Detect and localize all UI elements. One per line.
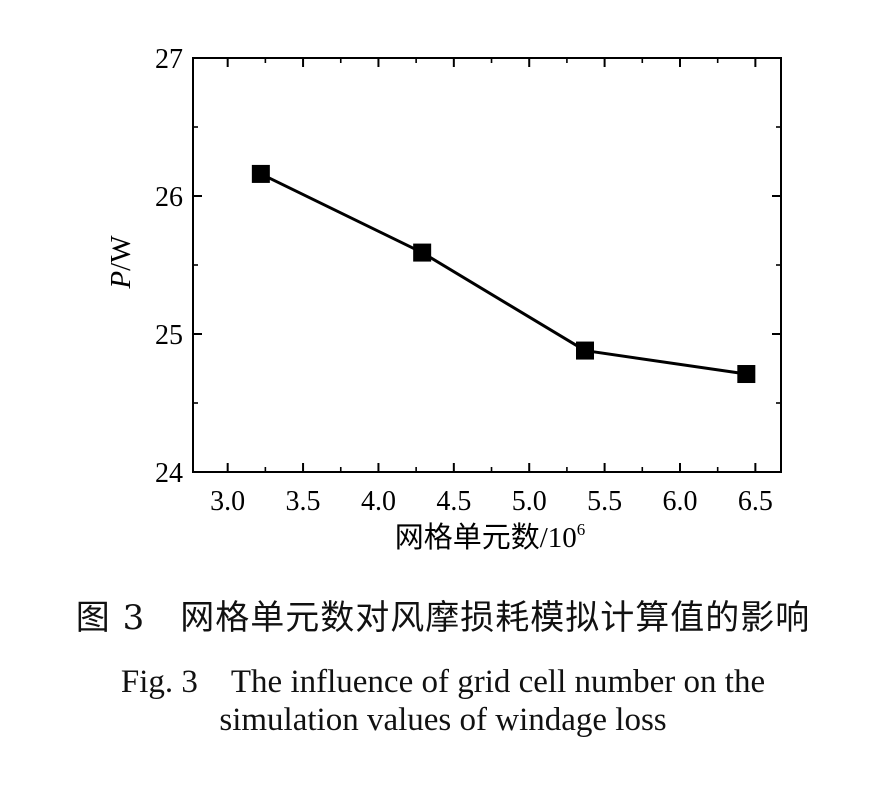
- data-point-marker: [413, 243, 432, 262]
- x-tick-label: 3.5: [286, 486, 321, 517]
- x-tick-label: 3.0: [210, 486, 245, 517]
- y-tick-label: 25: [155, 320, 183, 351]
- series-line: [260, 172, 747, 376]
- data-point-marker: [737, 365, 756, 384]
- y-tick-label: 24: [155, 458, 183, 489]
- y-axis-title: P/W: [105, 235, 137, 290]
- x-tick-label: 4.5: [436, 486, 471, 517]
- plot-frame: [192, 57, 782, 473]
- x-tick-label: 5.0: [512, 486, 547, 517]
- y-tick-label: 26: [155, 182, 183, 213]
- x-axis-title: 网格单元数/106: [395, 520, 586, 554]
- y-tick-label: 27: [155, 44, 183, 75]
- data-point-marker: [576, 341, 594, 360]
- x-tick-label: 5.5: [587, 486, 622, 517]
- data-point-marker: [251, 164, 270, 183]
- x-tick-label: 4.0: [361, 486, 396, 517]
- figure-caption-chinese: 图 3 网格单元数对风摩损耗模拟计算值的影响: [75, 598, 811, 638]
- figure-caption-english-line2: simulation values of windage loss: [219, 702, 667, 738]
- x-tick-label: 6.0: [662, 486, 697, 517]
- figure-caption-english-line1: Fig. 3 The influence of grid cell number…: [120, 664, 766, 700]
- x-tick-label: 6.5: [738, 486, 773, 517]
- line-chart: 3.0 3.5 4.0 4.5 5.0 5.5 6.0 6.5 24 25 26 27 网格单元数/1…: [105, 44, 782, 554]
